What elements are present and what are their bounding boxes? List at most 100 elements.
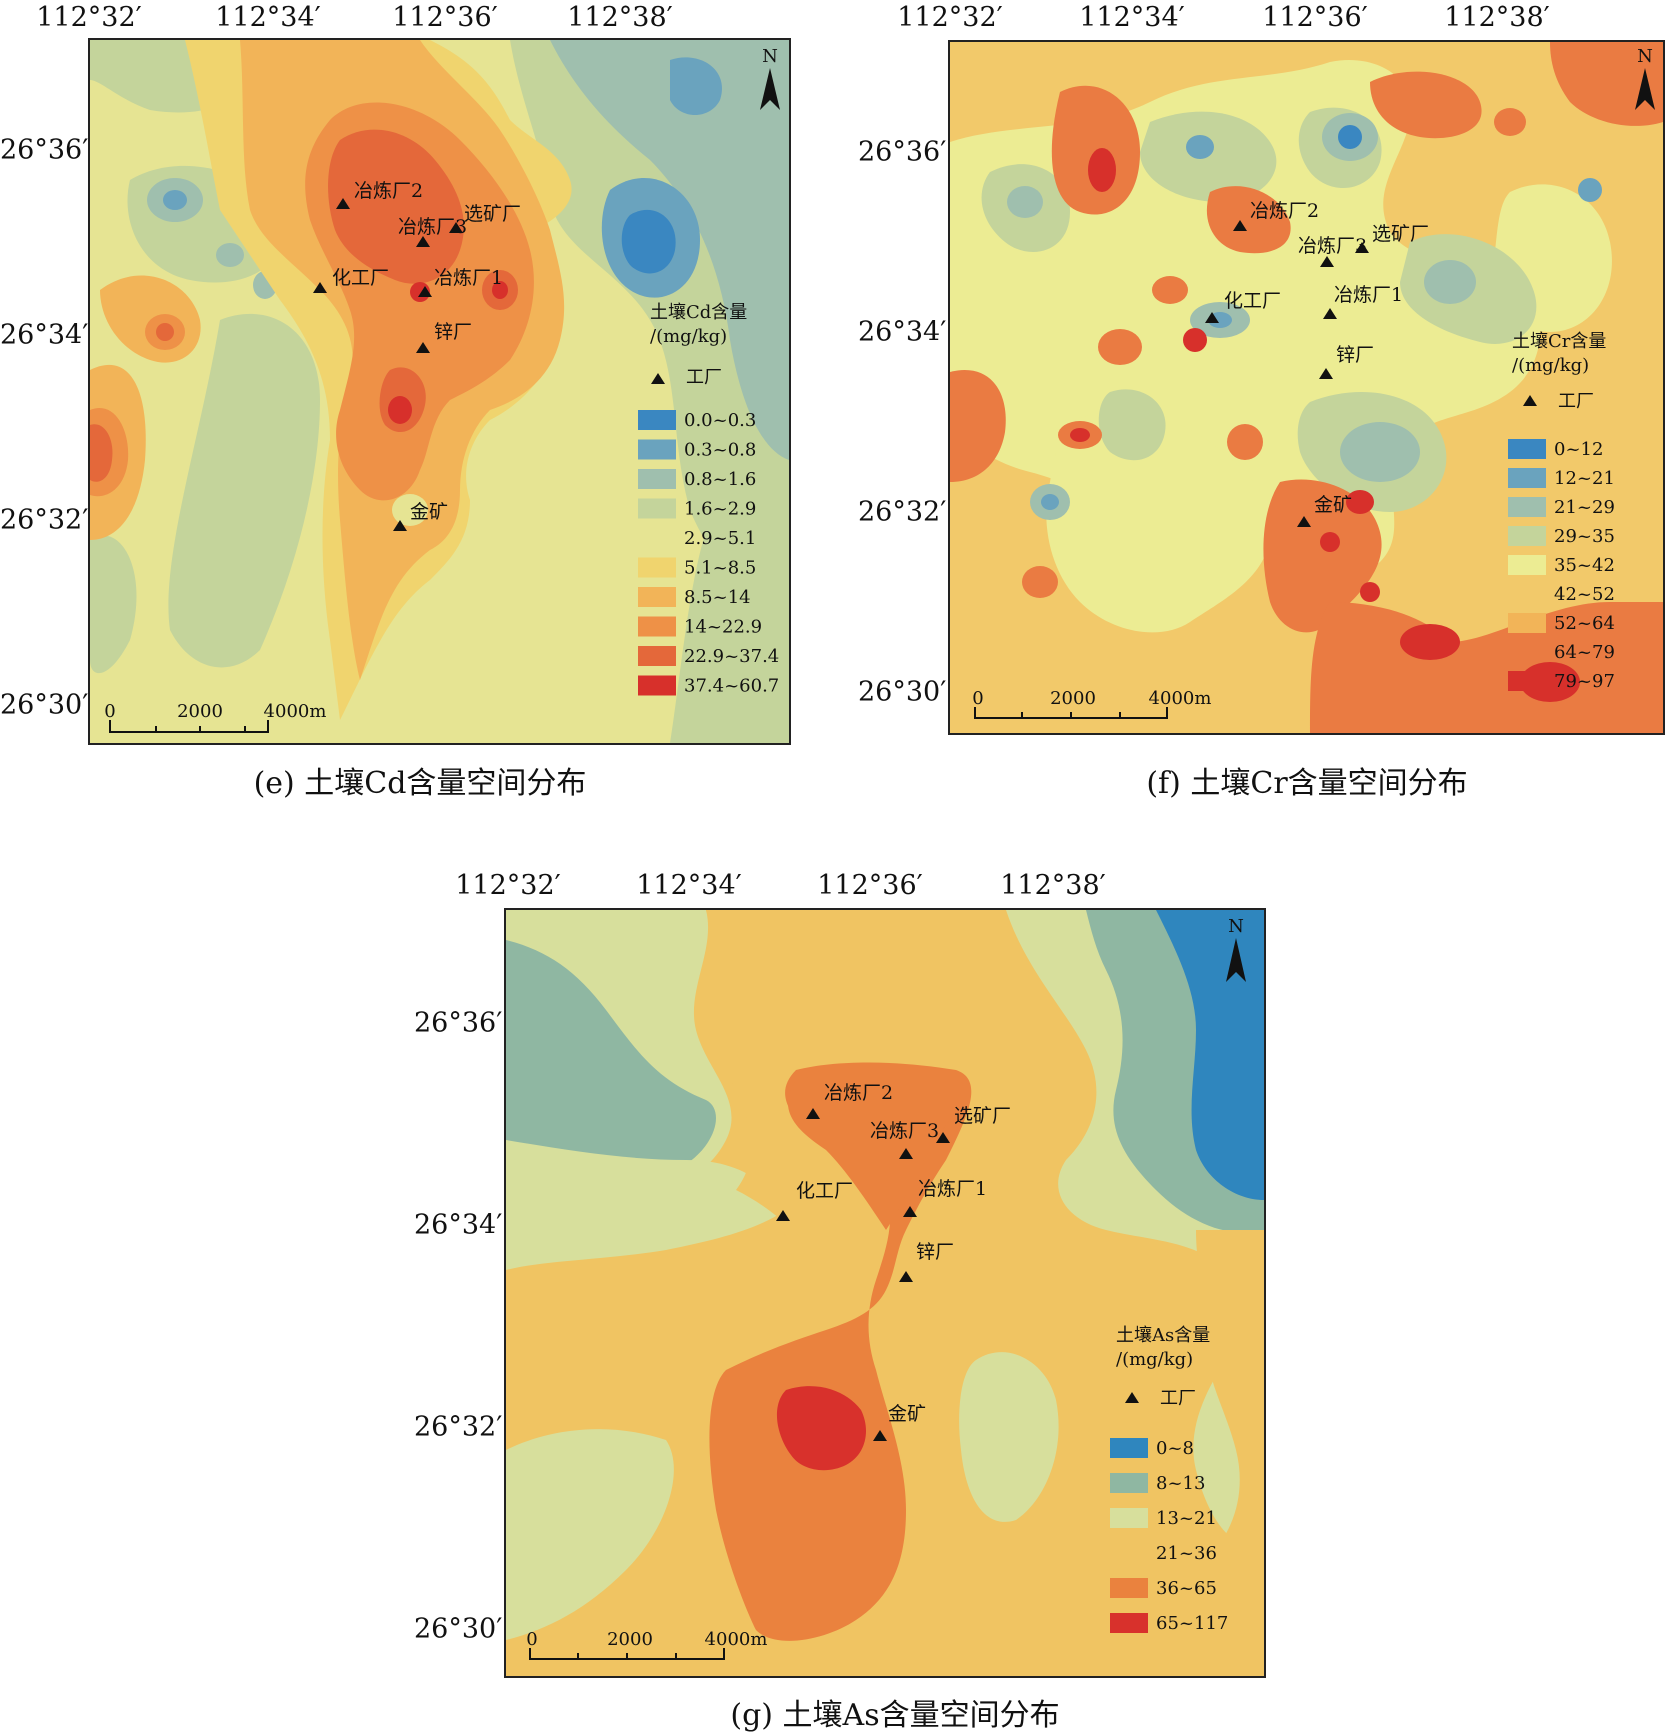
map-zone: [1320, 532, 1340, 552]
legend-swatch: [1508, 613, 1546, 633]
map-zone: [1088, 148, 1116, 192]
lon-label: 112°38′: [567, 2, 673, 33]
map-zone: [328, 129, 464, 284]
map-zone: [1206, 186, 1291, 254]
map-zone: [1007, 186, 1043, 218]
map-zone: [670, 516, 789, 743]
map-zone: [506, 940, 716, 1174]
map-zone: [1098, 329, 1142, 365]
site-marker: 选矿厂: [1355, 223, 1429, 253]
north-arrow-icon: [1226, 938, 1246, 982]
svg-text:化工厂: 化工厂: [1224, 290, 1281, 312]
legend-label: 12~21: [1554, 468, 1615, 489]
scale-bar: 0 2000 4000m: [526, 1629, 768, 1660]
map-zone: [959, 1352, 1059, 1522]
svg-text:金矿: 金矿: [410, 501, 448, 523]
legend-swatch: [638, 528, 676, 548]
legend-label: 0~8: [1156, 1438, 1194, 1459]
lat-label: 26°30′: [0, 689, 89, 721]
legend-label: 22.9~37.4: [684, 646, 779, 667]
site-marker: 金矿: [1297, 494, 1352, 527]
svg-text:2000: 2000: [1050, 688, 1096, 709]
legend: 土壤Cr含量 /(mg/kg) 工厂 0~12 12~21 21~29 29~35 35…: [1508, 331, 1615, 692]
lon-label: 112°34′: [636, 870, 742, 901]
svg-text:化工厂: 化工厂: [796, 1180, 853, 1202]
site-marker: 冶炼厂1: [418, 267, 503, 297]
legend-label: 8.5~14: [684, 587, 751, 608]
svg-text:4000m: 4000m: [705, 1629, 768, 1650]
map-zone: [1346, 490, 1374, 514]
lon-label: 112°32′: [36, 2, 142, 33]
legend-swatch: [638, 616, 676, 637]
map-zone: [1140, 111, 1277, 202]
legend-swatch: [1508, 439, 1546, 459]
map-zone: [1227, 424, 1263, 460]
lon-label: 112°32′: [455, 870, 561, 901]
legend: 土壤Cd含量 /(mg/kg) 工厂 0.0~0.3 0.3~0.8 0.8~1.6…: [638, 302, 779, 697]
legend-label: 0.8~1.6: [684, 469, 756, 490]
lon-label: 112°36′: [1262, 2, 1368, 33]
site-marker: 冶炼厂2: [806, 1082, 893, 1119]
map-zone: [392, 494, 428, 526]
svg-text:土壤As含量: 土壤As含量: [1116, 1325, 1210, 1346]
svg-text:2000: 2000: [177, 701, 223, 722]
lat-label: 26°34′: [858, 316, 947, 348]
map-zone: [1163, 1230, 1264, 1676]
legend-swatch: [638, 498, 676, 519]
lon-label: 112°34′: [1079, 2, 1185, 33]
map-zone: [776, 1386, 866, 1471]
north-label: N: [762, 46, 778, 67]
legend-label: 65~117: [1156, 1613, 1228, 1634]
lat-label: 26°34′: [0, 319, 89, 351]
svg-text:冶炼厂1: 冶炼厂1: [434, 267, 503, 289]
legend-label: 35~42: [1554, 555, 1615, 576]
site-marker: 冶炼厂2: [336, 180, 423, 209]
map-zone: [90, 535, 137, 674]
svg-text:冶炼厂2: 冶炼厂2: [824, 1082, 893, 1104]
map-zone: [1156, 910, 1264, 1200]
north-label: N: [1637, 46, 1653, 67]
svg-text:选矿厂: 选矿厂: [1372, 223, 1429, 245]
svg-text:冶炼厂3: 冶炼厂3: [1298, 235, 1367, 257]
map-zone: [1041, 494, 1059, 510]
map-zone: [950, 370, 1006, 482]
legend-swatch: [1508, 526, 1546, 546]
legend-label: 79~97: [1554, 671, 1615, 692]
map-zone: [709, 1062, 972, 1641]
svg-text:冶炼厂2: 冶炼厂2: [1250, 200, 1319, 222]
legend-label: 1.6~2.9: [684, 499, 756, 520]
svg-text:4000m: 4000m: [1149, 688, 1212, 709]
map-zone: [1578, 178, 1602, 202]
scale-bar: 0 2000 4000m: [104, 701, 326, 733]
map-zone: [670, 57, 722, 115]
legend-swatch: [638, 587, 676, 607]
legend-swatch: [638, 439, 676, 460]
legend-swatch: [1110, 1578, 1148, 1598]
legend-label: 42~52: [1554, 584, 1615, 605]
lon-label: 112°38′: [1000, 870, 1106, 901]
svg-text:工厂: 工厂: [1160, 1388, 1196, 1409]
legend-swatch: [1508, 468, 1546, 488]
map-zone: [1370, 71, 1482, 139]
lat-label: 26°34′: [414, 1209, 503, 1241]
svg-text:冶炼厂3: 冶炼厂3: [870, 1120, 939, 1142]
map-zone: [1263, 479, 1382, 633]
site-marker: 锌厂: [1319, 344, 1374, 379]
svg-text:锌厂: 锌厂: [1336, 344, 1374, 366]
scale-bar: 0 2000 4000m: [972, 688, 1212, 719]
lat-label: 26°30′: [858, 676, 947, 708]
svg-text:2000: 2000: [607, 1629, 653, 1650]
lon-label: 112°34′: [215, 2, 321, 33]
svg-text:冶炼厂1: 冶炼厂1: [1334, 284, 1403, 306]
legend-swatch: [638, 469, 676, 489]
map-zone: [1400, 624, 1460, 660]
legend-swatch: [1110, 1508, 1148, 1528]
site-marker: 冶炼厂3: [870, 1120, 939, 1159]
svg-text:化工厂: 化工厂: [332, 267, 389, 289]
site-marker: 选矿厂: [449, 203, 521, 233]
as-map: N 冶炼厂2 冶炼厂3 选矿厂 化工厂 冶炼厂1 锌厂 金矿: [504, 908, 1266, 1678]
legend-label: 8~13: [1156, 1473, 1205, 1494]
legend-swatch: [1110, 1438, 1148, 1458]
lat-label: 26°32′: [414, 1411, 503, 1443]
legend-label: 0.3~0.8: [684, 440, 756, 461]
